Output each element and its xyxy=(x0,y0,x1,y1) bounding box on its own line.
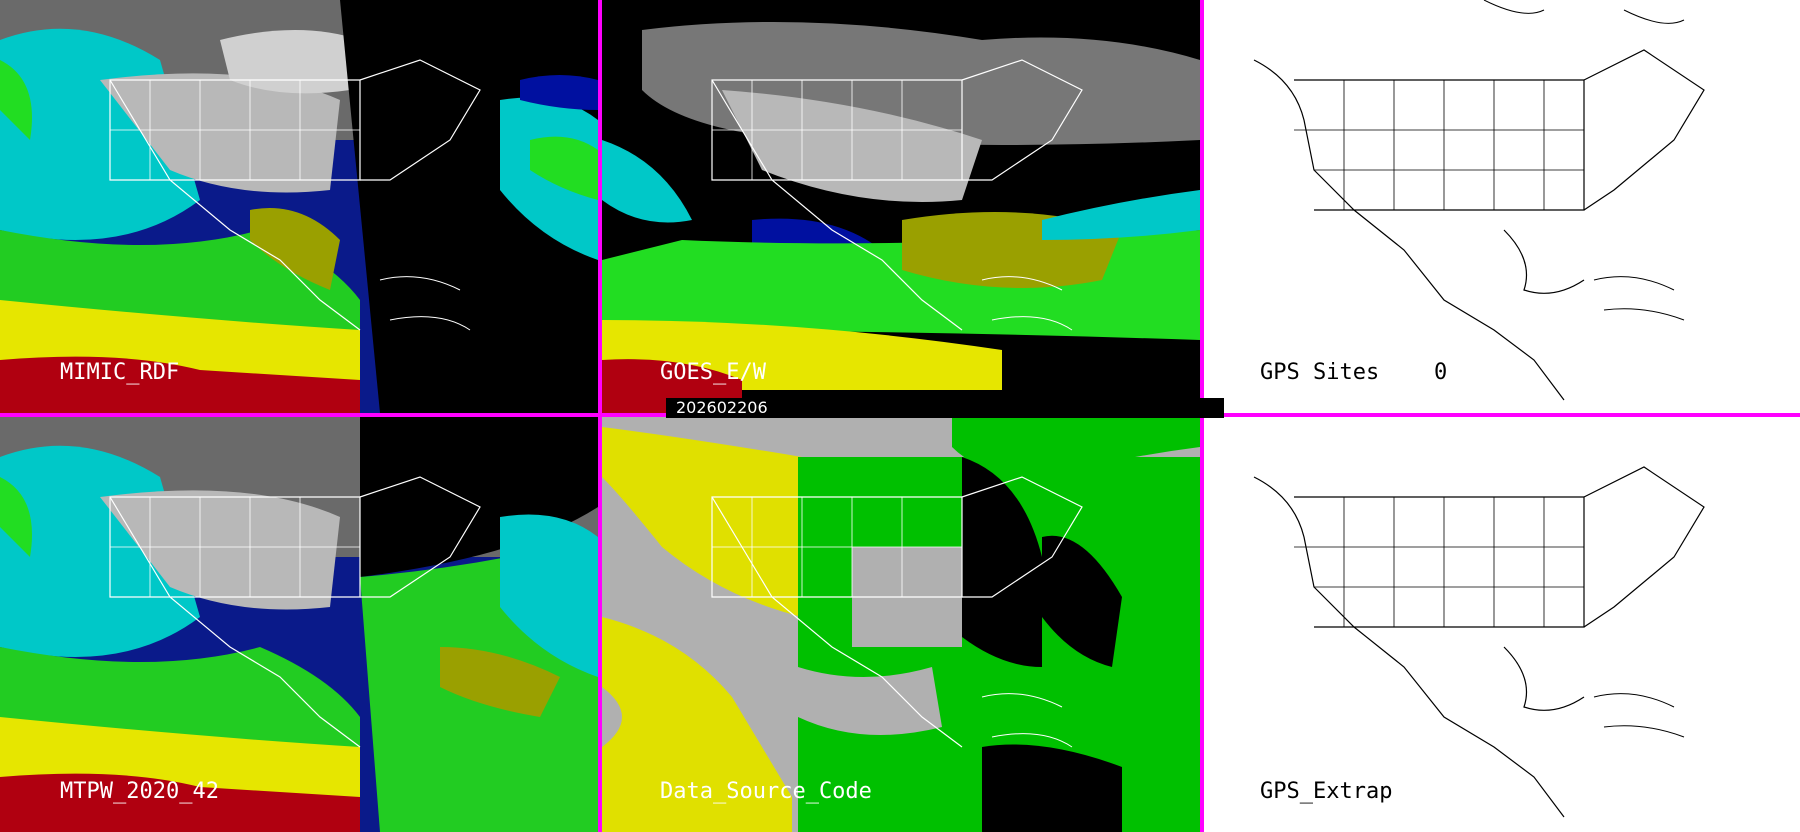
panel-mimic-rdf: MIMIC_RDF xyxy=(0,0,598,413)
tpw-map-goes-ew xyxy=(602,0,1200,413)
panel-label: Data_Source_Code xyxy=(660,779,872,804)
timestamp-bar: 202602206 xyxy=(666,398,1224,418)
panel-label: GOES_E/W xyxy=(660,360,766,385)
panel-mtpw: MTPW_2020_42 xyxy=(0,417,598,832)
outline-map-gps-extrap xyxy=(1253,466,1705,818)
panel-label: GPS Sites xyxy=(1260,360,1380,385)
panel-label: GPS_Extrap xyxy=(1260,779,1393,804)
panel-label: MIMIC_RDF xyxy=(60,360,180,385)
panel-gps-extrap: GPS_Extrap xyxy=(1204,417,1800,832)
gps-site-count: 0 xyxy=(1434,360,1448,385)
outline-map-gps-sites xyxy=(1253,0,1705,401)
tpw-map-mtpw xyxy=(0,417,598,832)
source-map-data-source-code xyxy=(602,417,1200,832)
panel-gps-sites: GPS Sites 0 xyxy=(1204,0,1800,413)
tpw-map-mimic-rdf xyxy=(0,0,598,413)
panel-label: MTPW_2020_42 xyxy=(60,779,219,804)
panel-data-source-code: Data_Source_Code xyxy=(602,417,1200,832)
panel-goes-ew: GOES_E/W xyxy=(602,0,1200,413)
